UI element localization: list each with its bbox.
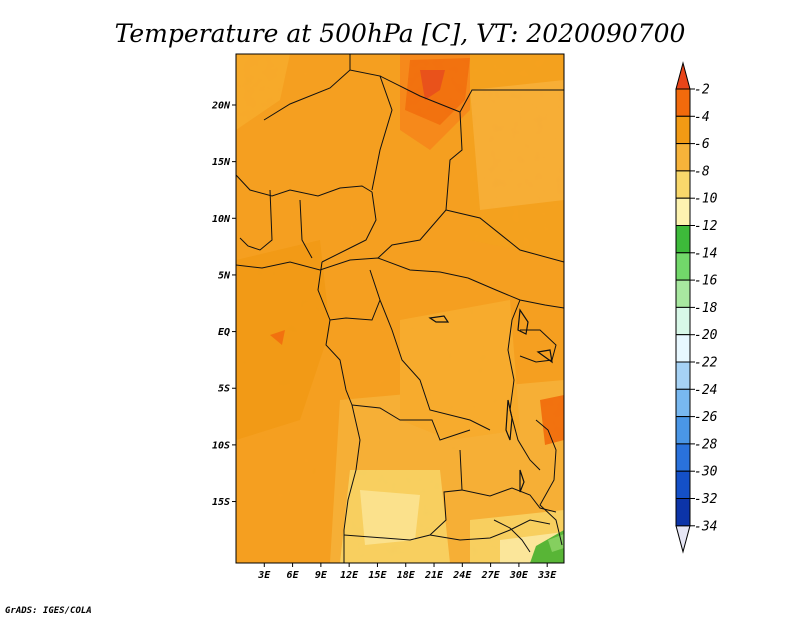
colorbar-segment [675,197,691,226]
border-line [351,404,471,441]
colorbar-segment [675,361,691,390]
colorbar-label: -34 [694,519,717,534]
colorbar-label: -30 [694,465,718,480]
colorbar-label: -10 [694,192,718,207]
x-tick-label: 21E [424,570,444,581]
colorbar-label: -2 [694,83,710,98]
x-tick-label: 33E [537,570,557,581]
x-tick-label: 15E [368,570,387,581]
country-borders [236,54,564,563]
x-tick-label: 30E [509,570,529,581]
field-texture [236,54,564,563]
x-tick-label: 12E [340,570,359,581]
x-tick-label: 18E [397,570,416,581]
colorbar-segment [675,443,691,472]
x-tick-label: 9E [315,570,328,581]
lake-outline [517,308,529,335]
colorbar-label: -14 [694,246,717,261]
colorbar-segment [675,88,691,117]
colorbar-label: -8 [694,164,710,179]
y-tick-label: 5S [218,384,230,395]
colorbar-label: -6 [694,137,710,152]
colorbar-segment [675,170,691,199]
colorbar-label: -20 [694,328,718,343]
colorbar-segment [675,334,691,363]
colorbar-label: -18 [694,301,718,316]
y-tick-label: 10S [212,440,230,451]
y-tick-label: 15N [212,157,231,168]
x-tick-label: 6E [287,570,300,581]
y-tick-label: 5N [218,270,231,281]
colorbar-segment [675,306,691,336]
colorbar-label: -16 [694,274,718,289]
lakes [428,308,553,493]
x-tick-label: 24E [452,570,472,581]
x-axis: 3E 6E 9E 12E 15E 18E 21E 24E 27E 30E 33E [257,563,557,581]
border-line [519,329,557,363]
y-axis: 20N 15N 10N 5N EQ 5S 10S 15S [211,100,236,508]
temperature-field [236,54,564,563]
lake-outline [505,399,513,441]
y-tick-label: EQ [218,327,230,338]
border-line [236,174,373,197]
lake-outline [519,469,525,493]
border-line [429,519,551,541]
border-line [299,199,313,259]
colorbar-over-arrow [675,61,691,90]
colorbar-label: -4 [694,110,710,125]
colorbar-label: -22 [694,356,718,371]
colorbar: -2 -4 -6 -8 -10 -12 -14 -16 -18 -20 -22 -24 -26 -28 -3… [675,61,718,554]
border-line [263,69,393,191]
colorbar-segment [675,470,691,500]
y-tick-label: 10N [212,214,231,225]
border-line [461,487,557,513]
border-line [445,209,564,263]
border-line [493,519,531,553]
x-tick-label: 27E [481,570,501,581]
border-line [507,299,541,471]
border-line [325,319,353,406]
x-tick-label: 3E [257,570,271,581]
colorbar-segment [675,388,691,418]
border-line [379,299,491,431]
y-tick-label: 15S [212,497,230,508]
colorbar-segment [675,225,691,254]
border-line [321,191,377,263]
colorbar-segment [675,498,691,527]
border-line [239,189,273,251]
lake-outline [428,315,450,323]
lake-outline [536,349,553,364]
grads-credit: GrADS: IGES/COLA [5,606,92,616]
colorbar-segment [675,143,691,172]
border-line [377,75,463,259]
colorbar-label: -26 [694,410,718,425]
colorbar-segment [675,252,691,281]
colorbar-segment [675,115,691,145]
colorbar-label: -12 [694,219,718,234]
border-line [459,89,564,113]
chart-title: Temperature at 500hPa [C], VT: 202009070… [115,19,686,48]
colorbar-under-arrow [675,525,691,554]
y-tick-label: 20N [211,100,231,111]
border-line [535,419,563,546]
colorbar-label: -28 [694,437,718,452]
colorbar-label: -32 [694,492,718,507]
colorbar-label: -24 [694,383,717,398]
colorbar-segment [675,279,691,308]
plot-frame [235,53,565,564]
colorbar-segment [675,416,691,445]
border-line [236,257,469,279]
